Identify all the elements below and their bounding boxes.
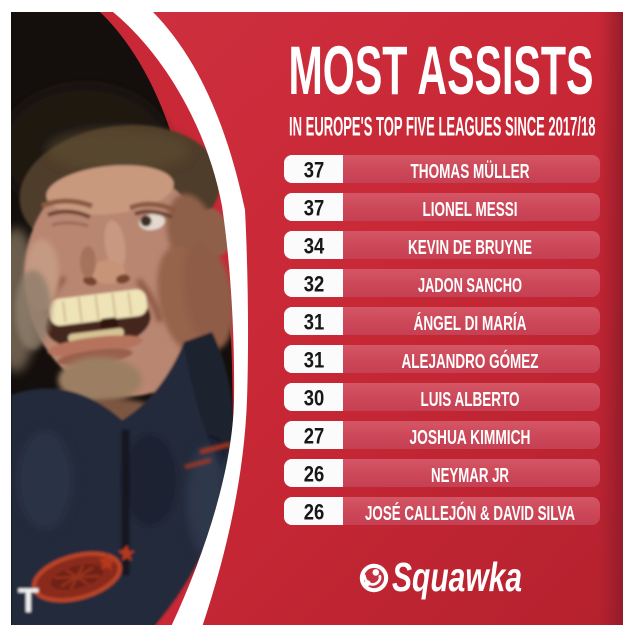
svg-text:34: 34 <box>304 234 325 259</box>
svg-text:LIONEL MESSI: LIONEL MESSI <box>423 199 518 221</box>
svg-text:Squawka: Squawka <box>392 554 522 600</box>
svg-text:T: T <box>18 582 39 620</box>
svg-text:ALEJANDRO GÓMEZ: ALEJANDRO GÓMEZ <box>402 349 539 373</box>
svg-text:JOSHUA KIMMICH: JOSHUA KIMMICH <box>410 427 531 449</box>
svg-text:27: 27 <box>304 424 325 449</box>
svg-text:37: 37 <box>304 196 325 221</box>
svg-text:MOST ASSISTS: MOST ASSISTS <box>289 32 594 109</box>
svg-text:JADON SANCHO: JADON SANCHO <box>418 275 522 297</box>
svg-text:THOMAS MÜLLER: THOMAS MÜLLER <box>411 160 530 183</box>
svg-text:26: 26 <box>304 462 325 487</box>
svg-text:32: 32 <box>304 272 325 297</box>
svg-text:ÁNGEL DI MARÍA: ÁNGEL DI MARÍA <box>414 312 527 335</box>
svg-text:37: 37 <box>304 158 325 183</box>
svg-text:IN EUROPE'S TOP FIVE LEAGUES S: IN EUROPE'S TOP FIVE LEAGUES SINCE 2017/… <box>289 112 596 142</box>
svg-text:31: 31 <box>304 348 325 373</box>
svg-text:KEVIN DE BRUYNE: KEVIN DE BRUYNE <box>408 237 532 259</box>
svg-text:NEYMAR JR: NEYMAR JR <box>431 465 509 487</box>
svg-text:31: 31 <box>304 310 325 335</box>
svg-text:26: 26 <box>304 500 325 525</box>
svg-text:LUIS ALBERTO: LUIS ALBERTO <box>421 389 520 411</box>
svg-text:JOSÉ CALLEJÓN & DAVID SILVA: JOSÉ CALLEJÓN & DAVID SILVA <box>365 501 575 525</box>
svg-text:30: 30 <box>304 386 325 411</box>
